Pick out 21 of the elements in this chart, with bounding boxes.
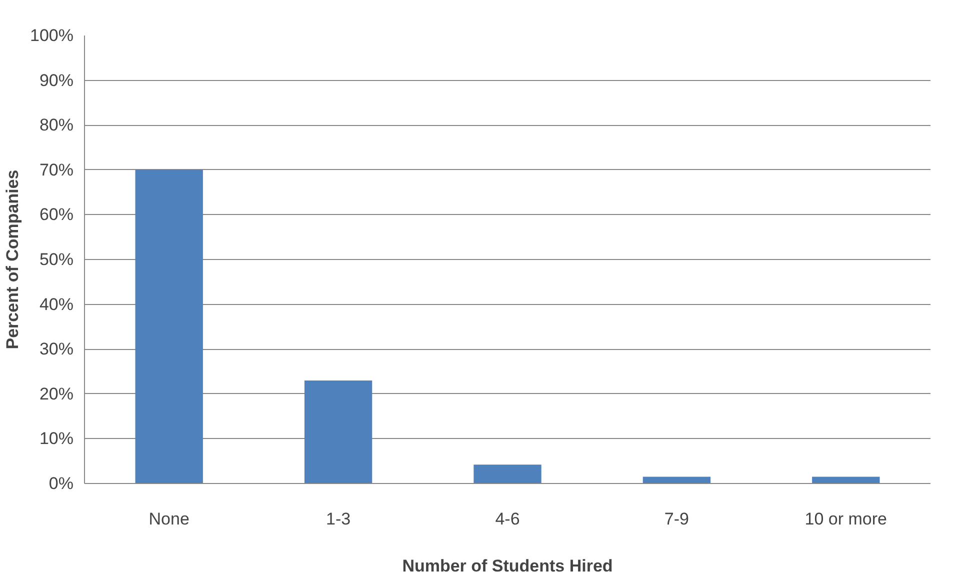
y-tick-label: 50% xyxy=(39,250,74,269)
y-tick-label: 30% xyxy=(39,340,74,359)
y-tick-label: 70% xyxy=(39,160,74,180)
y-tick-label: 90% xyxy=(39,70,74,90)
x-tick-label: 10 or more xyxy=(804,510,887,528)
y-axis-title: Percent of Companies xyxy=(3,170,22,350)
y-tick-label: 60% xyxy=(39,205,74,224)
x-tick-label: 1-3 xyxy=(326,510,351,528)
bar xyxy=(135,170,203,484)
y-tick-label: 20% xyxy=(39,384,74,404)
bar xyxy=(474,464,542,484)
y-tick-label: 10% xyxy=(39,429,74,448)
y-tick-label: 40% xyxy=(39,294,74,314)
x-tick-label: 4-6 xyxy=(495,510,520,528)
x-tick-label: None xyxy=(148,510,190,528)
y-tick-label: 80% xyxy=(39,116,74,135)
x-tick-label: 7-9 xyxy=(664,510,689,528)
x-axis-title: Number of Students Hired xyxy=(402,556,613,576)
y-tick-label: 0% xyxy=(48,474,74,493)
y-tick-label: 100% xyxy=(30,26,74,45)
bar xyxy=(304,380,372,484)
